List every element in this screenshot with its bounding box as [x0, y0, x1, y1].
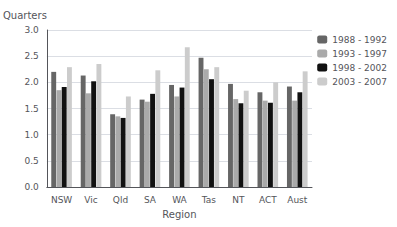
svg-text:Qld: Qld	[113, 195, 128, 205]
svg-text:0.5: 0.5	[25, 156, 39, 166]
svg-text:NSW: NSW	[51, 195, 72, 205]
svg-text:Tas: Tas	[201, 195, 217, 205]
svg-text:Vic: Vic	[84, 195, 97, 205]
svg-text:1993 - 1997: 1993 - 1997	[332, 49, 387, 59]
svg-text:1998 - 2002: 1998 - 2002	[332, 63, 387, 73]
svg-text:1.5: 1.5	[25, 104, 39, 114]
svg-text:1.0: 1.0	[25, 130, 40, 140]
svg-text:WA: WA	[172, 195, 187, 205]
svg-text:0.0: 0.0	[25, 182, 40, 192]
svg-text:Region: Region	[162, 209, 196, 220]
svg-text:Quarters: Quarters	[3, 10, 47, 21]
svg-text:2003 - 2007: 2003 - 2007	[332, 77, 387, 87]
svg-text:NT: NT	[232, 195, 245, 205]
svg-text:Aust: Aust	[287, 195, 308, 205]
svg-text:2.5: 2.5	[25, 51, 39, 61]
svg-text:SA: SA	[144, 195, 157, 205]
svg-text:1988 - 1992: 1988 - 1992	[332, 35, 387, 45]
svg-text:3.0: 3.0	[25, 25, 40, 35]
svg-text:ACT: ACT	[259, 195, 277, 205]
svg-text:2.0: 2.0	[25, 77, 40, 87]
